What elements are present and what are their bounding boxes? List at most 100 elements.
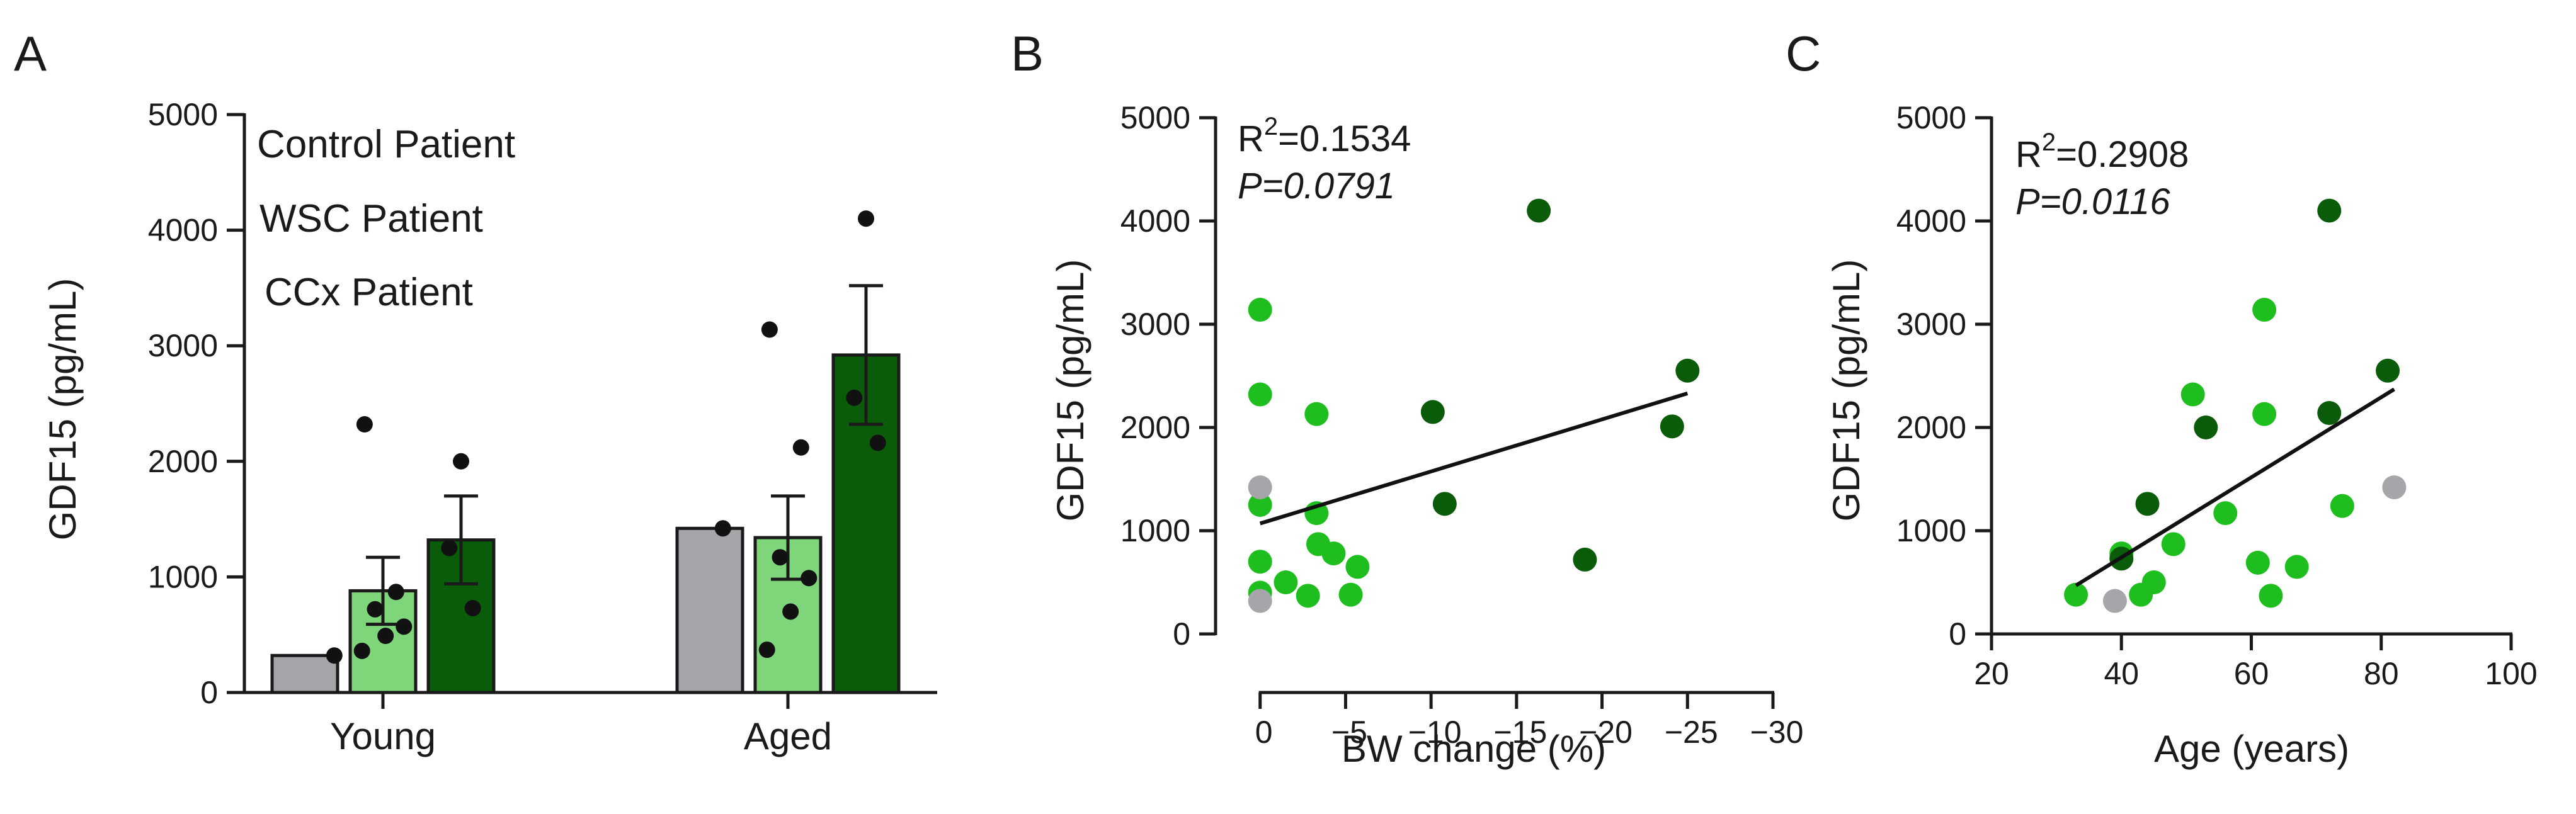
panel-c-point-ccx [2317,198,2342,223]
panel-c-y-tick-label: 0 [1949,616,1966,652]
panel-c-x-tick-label: 60 [2234,656,2269,691]
panel-c-point-ccx [2135,492,2160,516]
panel-b-y-tick-label: 4000 [1120,203,1190,239]
panel-c-point-wsc [2180,382,2205,407]
panel-c-point-wsc [2064,582,2089,607]
panel-a-y-tick-label: 0 [200,675,218,710]
panel-a-y-tick-label: 1000 [148,559,218,594]
panel-b-letter: B [1011,26,1044,81]
panel-c-point-wsc [2213,501,2238,526]
panel-a-y-tick-label: 5000 [148,97,218,132]
panel-b-point-control [1248,589,1272,613]
panel-b-x-tick-label: −10 [1408,715,1462,750]
panel-c-regression-line [2075,387,2395,587]
data-point-control [326,647,343,664]
panel-b-y-axis-title: GDF15 (pg/mL) [1049,259,1091,522]
panel-c-point-wsc [2252,402,2277,426]
panel-b-point-wsc [1304,402,1329,426]
panel-c-y-tick-label: 2000 [1896,410,1966,445]
panel-c-plot-area: 0 1000 2000 3000 4000 5000 20 40 60 80 100 [1896,100,2538,691]
data-point-wsc [367,601,384,618]
panel-a-x-label-aged: Aged [744,715,832,757]
data-point-wsc [353,642,370,659]
data-point-wsc [758,642,775,659]
data-point-wsc [377,628,394,645]
panel-a-letter: A [14,26,47,81]
panel-b-p-value: P=0.0791 [1238,166,1395,206]
panel-a-y-tick-label: 4000 [148,213,218,248]
panel-b-point-wsc [1296,584,1320,608]
data-point-wsc [801,570,818,587]
panel-b-x-tick-label: 0 [1255,715,1273,750]
panel-b-x-axis-title: BW change (%) [1342,728,1606,770]
data-point-control [714,520,731,537]
panel-c-point-ccx [2317,401,2342,426]
panel-c-y-tick-label: 1000 [1896,513,1966,548]
panel-c-point-wsc [2161,532,2186,557]
panel-b-point-ccx [1432,492,1457,516]
data-point-ccx [441,540,458,557]
panel-b-y-tick-label: 0 [1173,616,1190,652]
panel-b-point-wsc [1321,541,1346,566]
panel-b-point-wsc [1345,555,1370,579]
panel-c-letter: C [1786,26,1821,81]
panel-a-x-labels: Young Aged [330,692,832,757]
panel-c-x-tick-label: 100 [2485,656,2537,691]
panel-b-x-tick-label: −30 [1750,715,1804,750]
panel-c-point-wsc [2259,584,2283,608]
data-point-wsc [772,549,789,566]
panel-c-point-wsc [2284,555,2309,579]
data-point-wsc [396,618,413,635]
panel-b-y-tick-label: 1000 [1120,513,1190,548]
panel-b-point-ccx [1420,400,1445,424]
panel-c-point-control [2382,475,2407,500]
panel-c-x-tick-label: 20 [1974,656,2009,691]
panel-b-x-tick-label: −25 [1665,715,1718,750]
panel-c-point-wsc [2245,550,2270,575]
data-point-ccx [453,453,469,470]
panel-c-p-value: P=0.0116 [2015,181,2170,222]
legend-control-patient: Control Patient [257,123,515,166]
panel-c-point-wsc [2252,298,2277,322]
panel-a-bars [270,210,901,694]
legend-wsc-patient: WSC Patient [259,197,483,240]
data-point-ccx [869,434,886,451]
panel-a-legend: Control Patient WSC Patient CCx Patient [257,123,515,314]
panel-c-r2-annotation: R2=0.2908 [2015,128,2189,175]
data-point-wsc [782,603,799,620]
panel-b-point-wsc [1248,298,1272,322]
panel-b-point-wsc [1248,493,1272,517]
panel-b-point-wsc [1274,570,1298,594]
legend-ccx-patient: CCx Patient [265,271,473,314]
panel-a-y-ticks: 0 1000 2000 3000 4000 5000 [148,97,244,710]
panel-c-scatter-plot: C GDF15 (pg/mL) Age (years) 0 1000 2000 300… [1786,26,2538,770]
bar-control-young [270,653,339,694]
panel-a-x-label-young: Young [330,715,436,757]
panel-c-point-wsc [2141,570,2166,594]
panel-a-y-tick-label: 2000 [148,444,218,479]
data-point-wsc [761,321,778,338]
panel-b-point-wsc [1338,582,1363,607]
panel-b-plot-area: 0 1000 2000 3000 4000 5000 0 −5 −10 −15 −20 −25 −30 [1120,100,1804,750]
panel-b-y-tick-label: 2000 [1120,410,1190,445]
panel-a-axes [242,113,937,694]
panel-c-point-control [2102,589,2127,613]
panel-a-y-tick-label: 3000 [148,328,218,363]
data-point-wsc [356,416,373,433]
panel-c-y-tick-label: 4000 [1896,203,1966,239]
panel-c-point-wsc [2330,494,2354,518]
panel-b-r2-annotation: R2=0.1534 [1238,113,1411,159]
panel-c-y-tick-label: 3000 [1896,307,1966,342]
data-point-wsc [792,439,809,456]
data-point-ccx [464,599,481,616]
panel-c-y-tick-label: 5000 [1896,100,1966,135]
panel-b-y-tick-label: 3000 [1120,307,1190,342]
panel-b-point-control [1248,475,1272,500]
panel-c-x-tick-label: 40 [2104,656,2139,691]
panel-c-x-tick-label: 80 [2364,656,2399,691]
panel-c-x-axis-title: Age (years) [2154,728,2349,770]
panel-b-x-tick-label: −20 [1579,715,1633,750]
panel-b-regression-line [1259,392,1689,526]
panel-b-y-tick-label: 5000 [1120,100,1190,135]
panel-b-x-tick-label: −15 [1493,715,1547,750]
